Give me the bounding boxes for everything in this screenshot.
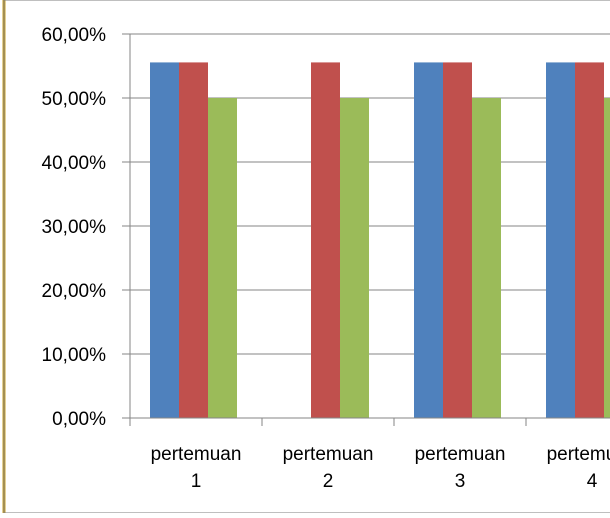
y-tick-label: 50,00% [42,89,107,110]
axes [129,34,610,426]
chart-border [3,0,610,514]
y-tick-label: 30,00% [42,217,107,238]
x-tick-label: pertemuan4 [547,444,610,492]
y-tick-label: 60,00% [42,25,107,46]
bar [340,98,369,418]
bar [311,62,340,418]
x-tick-label: pertemuan 1 [151,444,242,492]
y-tick-label: 10,00% [42,345,107,366]
bars [150,62,610,418]
tick-labels: 0,00% 10,00% 20,00% 30,00% 40,00% 50,00% 60,00… [42,25,610,492]
x-tick-label: pertemuan 2 [283,444,374,492]
bar [150,62,179,418]
bar [208,98,237,418]
bar [472,98,501,418]
y-tick-label: 0,00% [52,409,106,430]
y-tick-label: 20,00% [42,281,107,302]
bar [414,62,443,418]
y-tick-label: 40,00% [42,153,107,174]
bar [546,62,575,418]
x-tick-label: pertemuan 3 [415,444,506,492]
bar [443,62,472,418]
bar [604,98,610,418]
bar [575,62,604,418]
bar [179,62,208,418]
